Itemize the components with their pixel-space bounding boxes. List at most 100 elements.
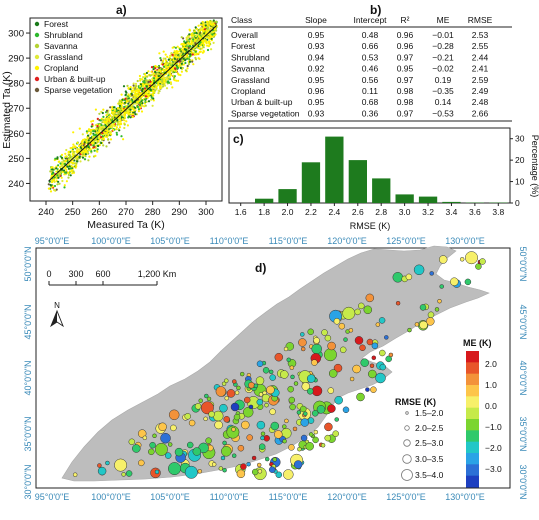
scatter-point (196, 46, 199, 49)
scatter-point (146, 96, 149, 99)
station-marker (349, 376, 355, 382)
scatter-point (206, 20, 209, 23)
scatter-point (101, 111, 104, 115)
scatter-point (182, 44, 185, 47)
scatter-point (141, 102, 144, 105)
station-marker (283, 469, 294, 480)
scatter-point (101, 121, 104, 124)
station-marker (160, 432, 171, 444)
panel-a-axes: 240 250 260 270 280 290 300 240 250 260 270 280 290 3… (8, 29, 214, 218)
scatter-point (154, 67, 157, 70)
histogram-bar (442, 201, 461, 203)
scatter-point (56, 183, 59, 186)
station-marker (459, 257, 465, 262)
station-marker (348, 328, 354, 333)
station-marker (450, 277, 459, 286)
panel-a-ylabel: Estimated Ta (K) (1, 71, 13, 148)
scatter-point (111, 111, 114, 114)
x-tick-label: 1.6 (235, 207, 247, 217)
scatter-point (184, 69, 187, 72)
histogram-bar (372, 178, 391, 203)
scatter-point (193, 53, 196, 56)
scatter-point (64, 155, 67, 158)
scatter-point (188, 28, 191, 31)
me-legend-title: ME (K) (463, 338, 492, 348)
panel-c-ylabel: Percentage (%) (530, 135, 539, 198)
scatter-point (90, 150, 93, 153)
scatter-point (76, 149, 79, 152)
station-marker (301, 382, 311, 391)
scatter-point (182, 57, 185, 60)
rmse-legend-label: 3.5–4.0 (415, 470, 444, 480)
scatter-point (208, 43, 211, 46)
station-marker (293, 460, 303, 469)
scatter-point (183, 40, 186, 43)
station-marker (232, 379, 237, 384)
scatter-point (102, 115, 105, 118)
station-marker (306, 374, 316, 383)
scatter-point (173, 69, 176, 72)
station-marker (168, 462, 181, 476)
scatter-point (83, 158, 87, 161)
scatter-point (128, 112, 131, 115)
scatter-point (188, 38, 191, 41)
scatter-point (157, 69, 160, 72)
scale-label: 600 (95, 269, 110, 279)
station-marker (379, 349, 386, 357)
colorbar-segment (466, 407, 479, 420)
scatter-point (139, 85, 142, 88)
panel-c-frame (228, 127, 511, 204)
station-marker (286, 357, 291, 363)
scatter-point (118, 99, 121, 102)
scatter-point (93, 139, 96, 142)
scatter-point (112, 128, 115, 131)
colorbar-segment (466, 351, 479, 363)
station-marker (334, 395, 343, 405)
legend-marker (34, 65, 40, 71)
colorbar-segment (466, 475, 479, 488)
table-cell: 0.93 (308, 41, 325, 51)
table-cell: −0.35 (432, 86, 454, 96)
rmse-legend-label: 3.0–3.5 (415, 454, 444, 464)
scatter-point (134, 90, 137, 93)
scatter-point (161, 63, 164, 66)
table-header: RMSE (468, 15, 493, 25)
scatter-point (210, 48, 213, 51)
station-marker (300, 332, 305, 337)
scatter-point (96, 125, 99, 128)
scatter-point (123, 126, 126, 130)
scatter-point (71, 168, 74, 171)
scatter-point (94, 124, 97, 127)
scatter-point (136, 100, 139, 103)
scatter-point (67, 173, 70, 176)
scatter-point (166, 55, 169, 59)
legend-label: Cropland (44, 63, 79, 73)
scatter-point (65, 148, 68, 152)
scatter-point (202, 39, 205, 42)
table-cell: 0.97 (397, 108, 414, 118)
station-marker (313, 337, 320, 344)
scatter-point (118, 126, 122, 129)
scatter-point (51, 185, 54, 188)
scatter-point (76, 155, 79, 158)
rmse-legend-symbol (405, 411, 409, 415)
scatter-point (67, 171, 70, 175)
x-tick-label: 280 (145, 207, 161, 218)
station-marker (260, 435, 265, 441)
scatter-point (78, 156, 81, 159)
left-latitude-label: 40°0'0"N (23, 360, 33, 395)
scatter-point (166, 63, 169, 66)
scatter-point (67, 151, 70, 154)
y-tick-label: 20 (515, 155, 525, 165)
x-tick-label: 1.8 (258, 207, 270, 217)
left-latitude-label: 45°0'0"N (23, 304, 33, 339)
scatter-point (205, 30, 208, 34)
scatter-point (148, 74, 151, 77)
scatter-point (196, 33, 199, 36)
scatter-point (142, 83, 145, 86)
station-marker (368, 369, 377, 379)
scatter-point (132, 82, 135, 85)
colorbar-segment (466, 430, 479, 443)
station-marker (342, 406, 350, 414)
panel-c-xlabel: RMSE (K) (350, 221, 391, 231)
